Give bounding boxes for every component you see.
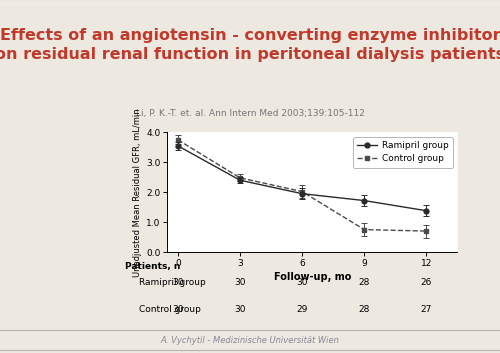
Legend: Ramipril group, Control group: Ramipril group, Control group xyxy=(353,137,453,168)
Text: 30: 30 xyxy=(234,305,246,313)
Text: 26: 26 xyxy=(420,278,432,287)
X-axis label: Follow-up, mo: Follow-up, mo xyxy=(274,272,351,282)
Text: 28: 28 xyxy=(358,305,370,313)
Text: 30: 30 xyxy=(172,305,184,313)
Text: Effects of an angiotensin - converting enzyme inhibitor
on residual renal functi: Effects of an angiotensin - converting e… xyxy=(0,28,500,62)
Text: 29: 29 xyxy=(296,305,308,313)
Text: 27: 27 xyxy=(420,305,432,313)
Text: Ramipril group: Ramipril group xyxy=(138,278,205,287)
Text: 30: 30 xyxy=(296,278,308,287)
Y-axis label: Unadjusted Mean Residual GFR, mL/min: Unadjusted Mean Residual GFR, mL/min xyxy=(133,108,142,276)
Text: Control group: Control group xyxy=(138,305,200,313)
Text: Patients, n: Patients, n xyxy=(125,262,180,271)
Text: 30: 30 xyxy=(234,278,246,287)
Text: A. Vychytil - Medizinische Universität Wien: A. Vychytil - Medizinische Universität W… xyxy=(160,336,340,345)
Text: 30: 30 xyxy=(172,278,184,287)
Text: 28: 28 xyxy=(358,278,370,287)
Text: Li, P. K.-T. et. al. Ann Intern Med 2003;139:105-112: Li, P. K.-T. et. al. Ann Intern Med 2003… xyxy=(136,109,364,118)
